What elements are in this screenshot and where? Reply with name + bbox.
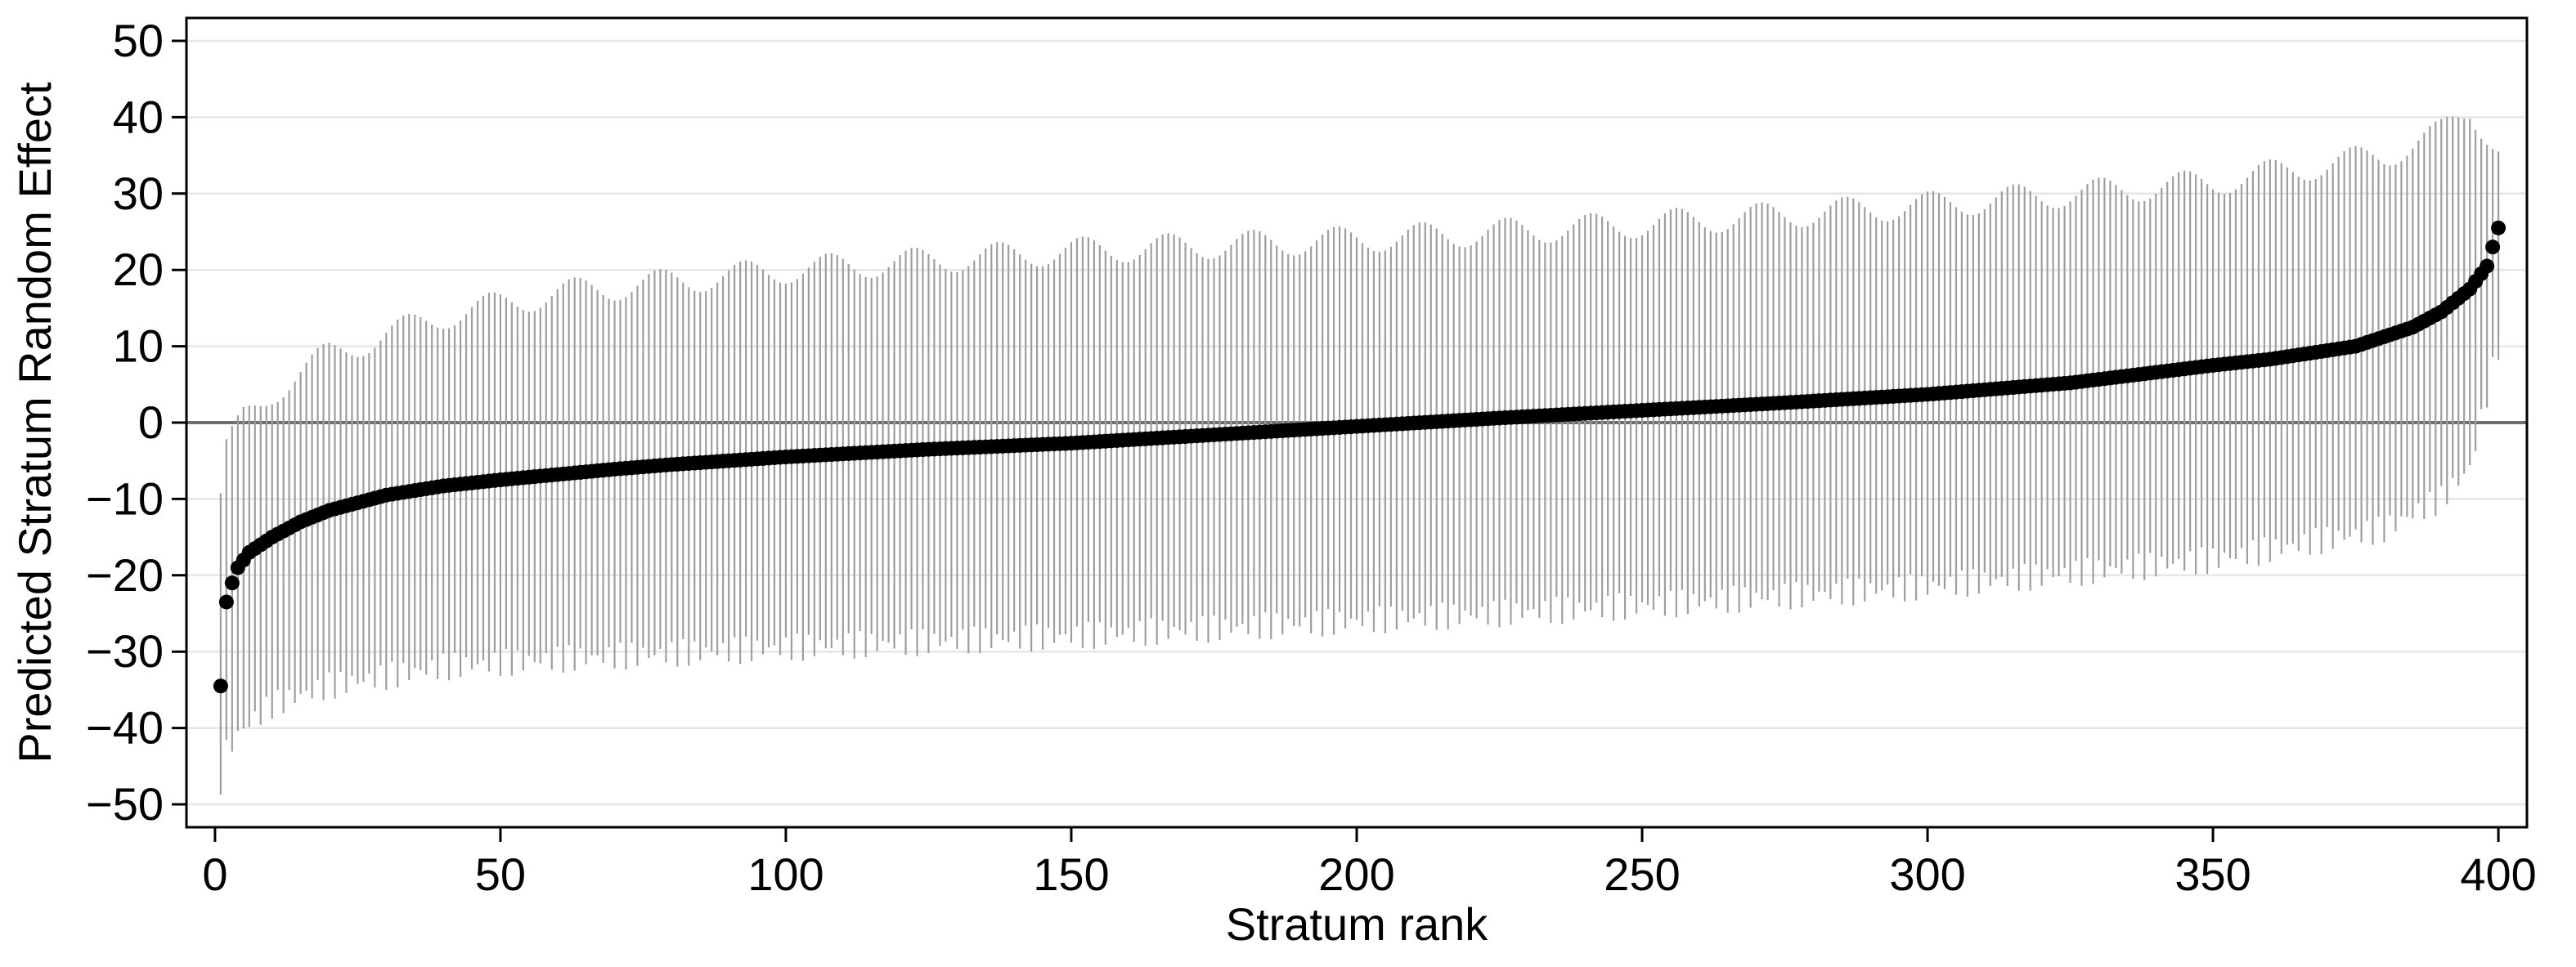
- data-point: [2480, 258, 2495, 274]
- y-tick-label: 50: [113, 15, 164, 66]
- y-tick-label: −40: [86, 702, 164, 754]
- data-point: [2485, 240, 2501, 255]
- data-point: [224, 575, 240, 591]
- x-tick-label: 200: [1318, 848, 1394, 900]
- y-tick-label: 20: [113, 244, 164, 295]
- x-tick-label: 150: [1033, 848, 1109, 900]
- data-point: [2491, 220, 2506, 235]
- x-tick-label: 400: [2460, 848, 2536, 900]
- x-tick-label: 350: [2174, 848, 2251, 900]
- x-axis-label: Stratum rank: [1226, 898, 1489, 950]
- y-axis-ticks: 50 40 30 20 10 0 −10 −20 −30 −40 −50: [86, 15, 186, 830]
- point-estimates: [213, 220, 2506, 694]
- x-tick-label: 100: [747, 848, 824, 900]
- y-tick-label: 30: [113, 168, 164, 219]
- x-tick-label: 300: [1889, 848, 1965, 900]
- y-axis-label: Predicted Stratum Random Effect: [9, 82, 61, 763]
- y-tick-label: 40: [113, 91, 164, 142]
- y-tick-label: 10: [113, 320, 164, 372]
- x-tick-label: 0: [202, 848, 227, 900]
- y-tick-label: −10: [86, 472, 164, 524]
- confidence-interval-bars: [219, 116, 2500, 795]
- x-tick-label: 50: [475, 848, 526, 900]
- y-tick-label: 0: [138, 396, 164, 448]
- data-point: [213, 678, 228, 694]
- y-tick-label: −20: [86, 549, 164, 601]
- x-axis-ticks: 0 50 100 150 200 250 300 350 400: [202, 827, 2537, 900]
- data-point: [218, 594, 234, 610]
- y-tick-label: −50: [86, 778, 164, 830]
- x-tick-label: 250: [1604, 848, 1680, 900]
- y-tick-label: −30: [86, 625, 164, 677]
